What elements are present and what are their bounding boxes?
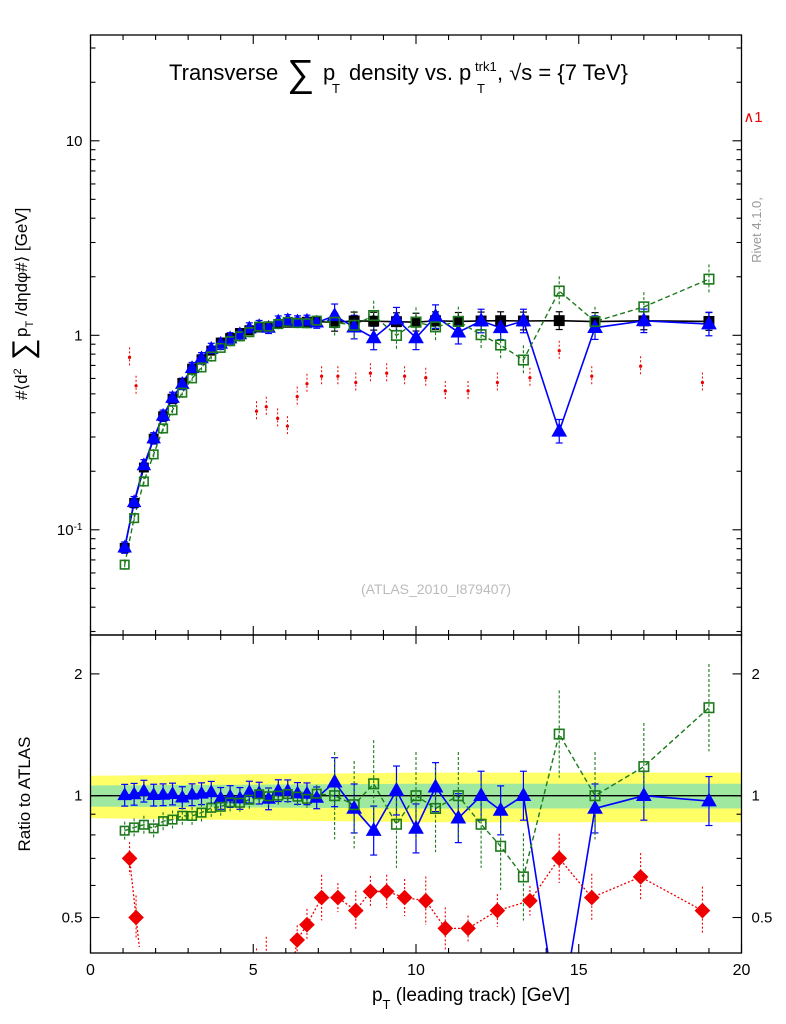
svg-text:0: 0 [86,962,95,979]
svg-text:2: 2 [752,666,760,683]
svg-text:5: 5 [249,962,258,979]
svg-text:1: 1 [752,788,760,805]
svg-text:Transverse: Transverse [169,60,278,85]
svg-text:Rivet 4.1.0,: Rivet 4.1.0, [749,197,764,263]
svg-text:Ratio to ATLAS: Ratio to ATLAS [15,737,34,852]
svg-text:density vs. p: density vs. p [349,60,471,85]
svg-text:, √s = {7 TeV}: , √s = {7 TeV} [497,60,628,85]
svg-text:0.5: 0.5 [752,910,773,927]
svg-text:∑: ∑ [7,339,40,360]
svg-text:1: 1 [74,788,82,805]
svg-text:trk1: trk1 [475,59,497,74]
svg-text:(ATLAS_2010_I879407): (ATLAS_2010_I879407) [361,581,511,597]
svg-text:0.5: 0.5 [62,910,83,927]
svg-text:10: 10 [66,133,83,150]
svg-text:T: T [332,81,340,96]
svg-text:∑: ∑ [287,53,314,95]
svg-text:20: 20 [733,962,751,979]
svg-text:/dηdφ#⟩ [GeV]: /dηdφ#⟩ [GeV] [12,208,31,316]
svg-text:10: 10 [407,962,425,979]
svg-text:2: 2 [74,666,82,683]
svg-text:T: T [477,81,485,96]
svg-text:∧1: ∧1 [743,109,762,126]
svg-text:1: 1 [74,327,82,344]
svg-text:15: 15 [570,962,588,979]
